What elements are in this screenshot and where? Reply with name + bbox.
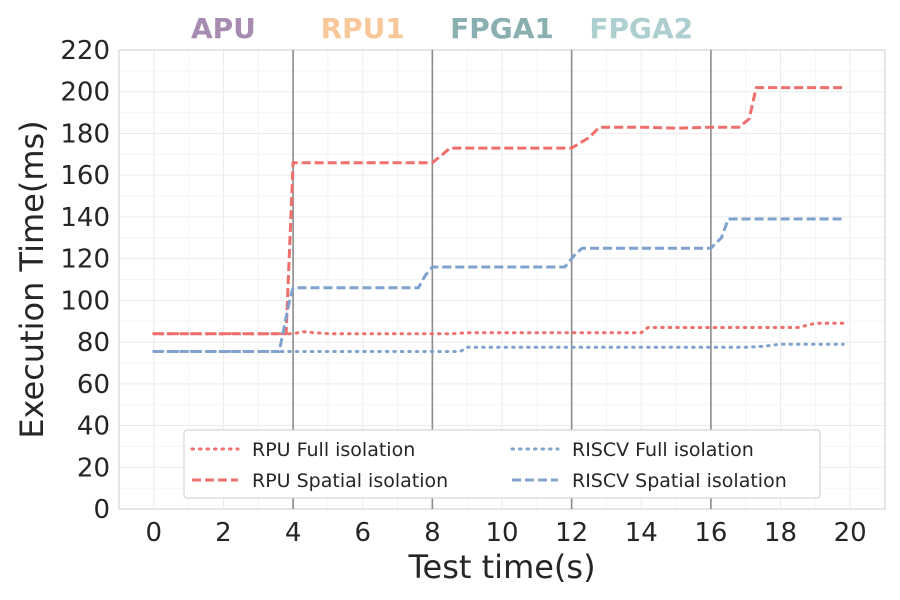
x-tick-label: 4 xyxy=(285,518,302,548)
x-tick-label: 12 xyxy=(555,518,588,548)
phase-label-rpu1: RPU1 xyxy=(321,12,405,45)
series-line-riscv-full-isolation xyxy=(152,342,845,353)
x-tick-label: 16 xyxy=(694,518,727,548)
series-line-rpu-spatial-isolation xyxy=(153,86,844,336)
phase-labels: APU RPU1 FPGA1 FPGA2 xyxy=(191,12,693,45)
legend-label-riscv-full: RISCV Full isolation xyxy=(572,439,754,461)
legend-label-rpu-spatial: RPU Spatial isolation xyxy=(252,470,448,492)
plot-area xyxy=(118,49,886,510)
y-tick-label: 60 xyxy=(77,370,110,400)
x-tick-label: 10 xyxy=(485,518,518,548)
series-line-riscv-spatial-isolation xyxy=(153,217,844,353)
y-axis-title: Execution Time(ms) xyxy=(13,120,51,438)
y-tick-label: 200 xyxy=(60,78,110,108)
legend-label-riscv-spatial: RISCV Spatial isolation xyxy=(572,470,787,492)
y-tick-label: 80 xyxy=(77,328,110,358)
y-tick-label: 40 xyxy=(77,412,110,442)
legend-box xyxy=(183,429,821,499)
legend-label-rpu-full: RPU Full isolation xyxy=(252,439,415,461)
x-axis-title: Test time(s) xyxy=(407,548,595,586)
x-tick-label: 6 xyxy=(354,518,371,548)
x-tick-label: 2 xyxy=(215,518,232,548)
y-tick-label: 180 xyxy=(60,119,110,149)
x-tick-label: 20 xyxy=(834,518,867,548)
phase-label-apu: APU xyxy=(191,12,256,45)
y-tick-labels: 0 20 40 60 80 100 120 140 160 180 200 220 xyxy=(60,36,110,525)
x-tick-label: 14 xyxy=(625,518,658,548)
y-tick-label: 140 xyxy=(60,203,110,233)
legend-entry: RISCV Full isolation xyxy=(510,439,754,461)
x-tick-label: 8 xyxy=(424,518,441,548)
series-lines xyxy=(152,86,845,353)
y-tick-label: 0 xyxy=(93,495,110,525)
x-tick-label: 0 xyxy=(146,518,163,548)
series-line-rpu-full-isolation xyxy=(152,321,845,336)
legend-entry: RPU Full isolation xyxy=(190,439,415,461)
legend: RPU Full isolation RPU Spatial isolation… xyxy=(183,429,821,499)
phase-label-fpga1: FPGA1 xyxy=(450,12,554,45)
legend-entry: RPU Spatial isolation xyxy=(192,470,448,492)
y-tick-label: 100 xyxy=(60,286,110,316)
y-tick-label: 160 xyxy=(60,161,110,191)
phase-label-fpga2: FPGA2 xyxy=(589,12,693,45)
x-tick-labels: 0 2 4 6 8 10 12 14 16 18 20 xyxy=(146,518,867,548)
legend-entry: RISCV Spatial isolation xyxy=(512,470,787,492)
y-tick-label: 120 xyxy=(60,245,110,275)
y-tick-label: 220 xyxy=(60,36,110,66)
x-tick-label: 18 xyxy=(764,518,797,548)
y-tick-label: 20 xyxy=(77,453,110,483)
